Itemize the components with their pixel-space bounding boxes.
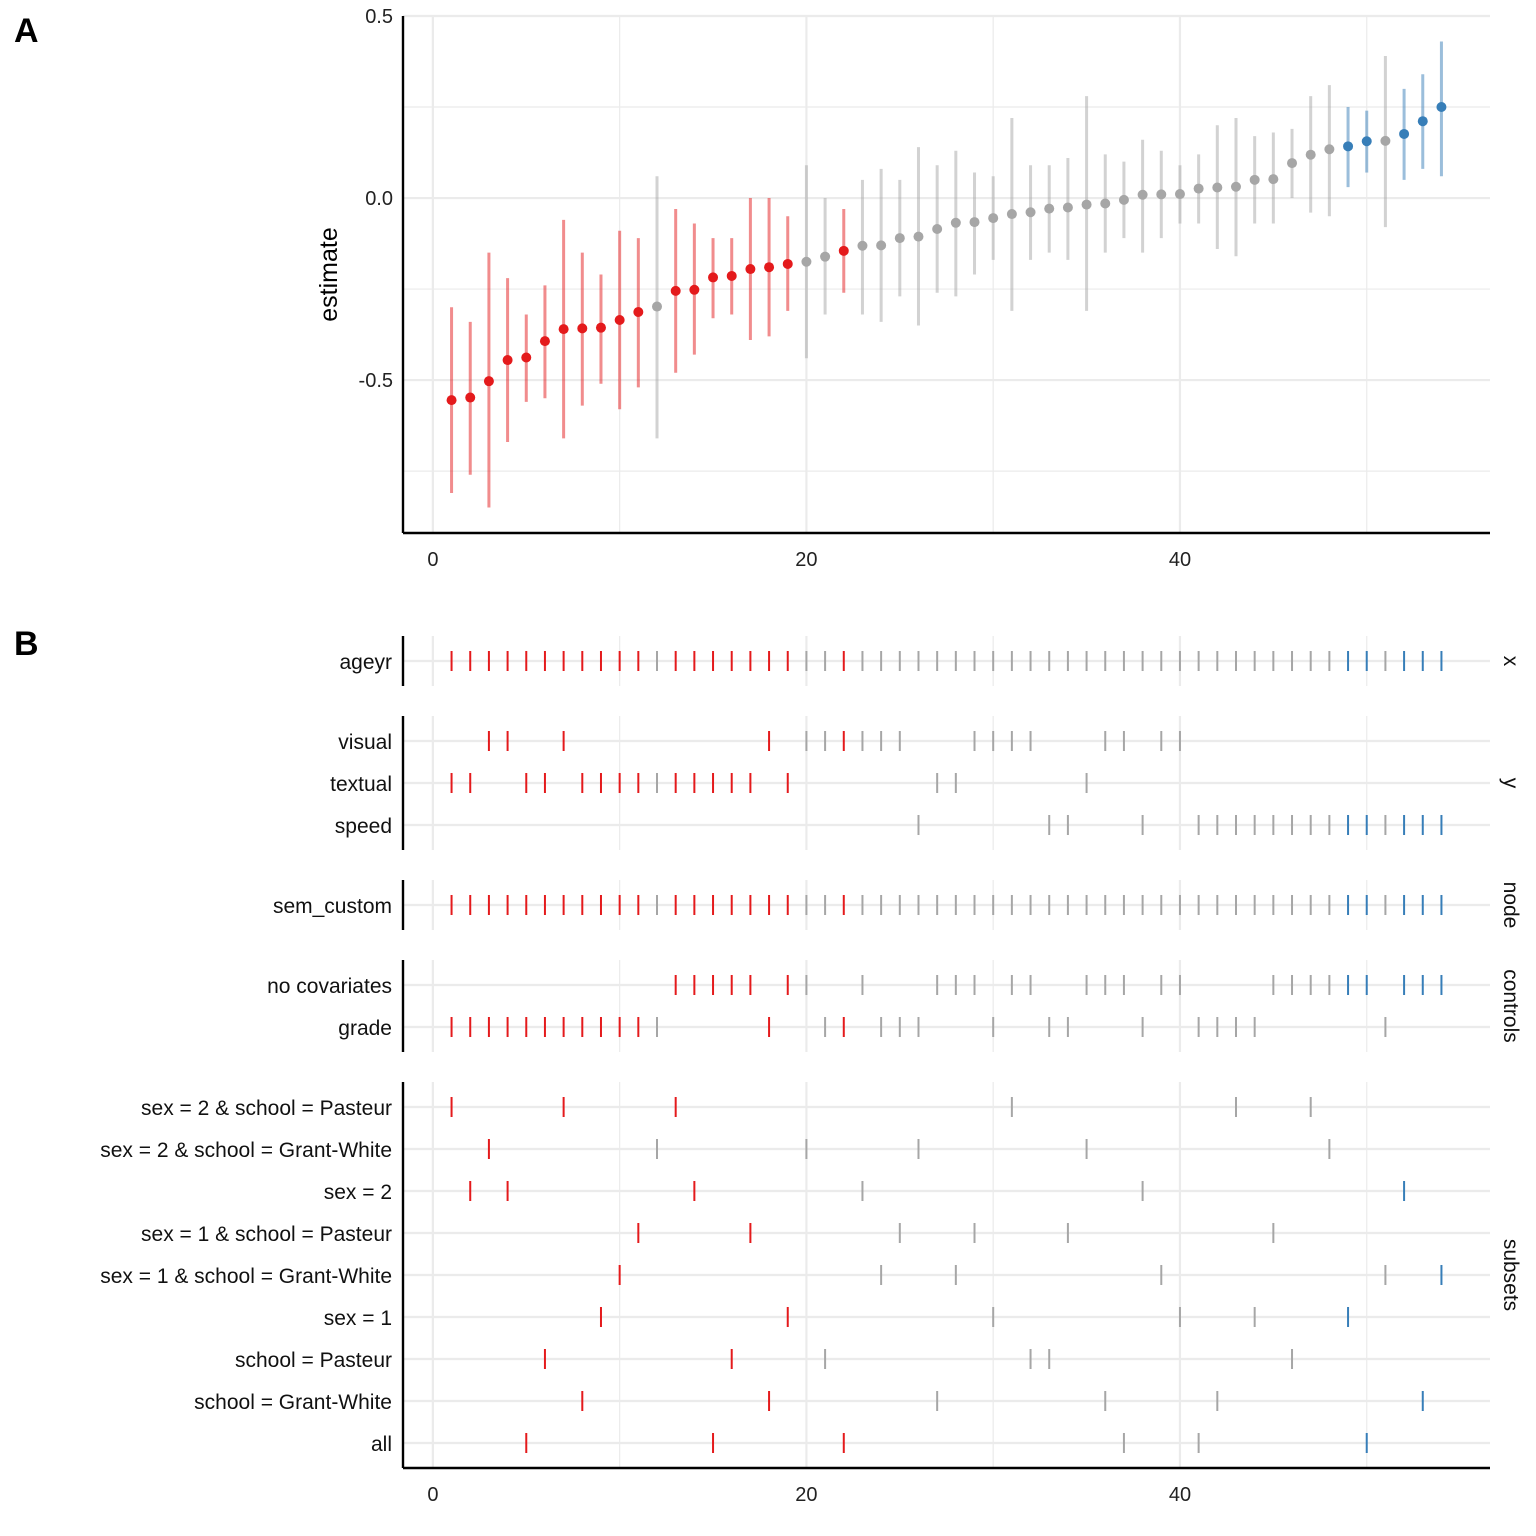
estimate-point — [1249, 174, 1260, 185]
row-label: no covariates — [267, 975, 392, 998]
x-tick-label: 40 — [1169, 549, 1191, 571]
estimate-point — [820, 251, 831, 262]
facet-strip-label: controls — [1499, 969, 1522, 1043]
estimate-point — [1230, 181, 1241, 192]
estimate-point — [614, 315, 625, 326]
estimate-point — [782, 258, 793, 269]
row-label: sem_custom — [273, 895, 392, 918]
y-tick-label: -0.5 — [359, 370, 393, 392]
facet-controls: no covariates grade controls — [267, 960, 1522, 1052]
facet-node: sem_custom node — [273, 880, 1522, 930]
estimate-point — [969, 217, 980, 228]
y-tick-label: 0.0 — [365, 188, 393, 210]
facet-x: ageyr x — [339, 636, 1522, 686]
facet-strip-label: x — [1499, 656, 1522, 667]
facet-strip-label: node — [1499, 882, 1522, 929]
estimate-point — [595, 322, 606, 333]
estimate-point — [913, 231, 924, 242]
row-label: ageyr — [339, 651, 392, 674]
facet-y: visual textual speed y — [330, 716, 1522, 850]
estimate-point — [1212, 182, 1223, 193]
estimate-point — [1081, 199, 1092, 210]
estimate-point — [1324, 144, 1335, 155]
row-label: sex = 2 & school = Pasteur — [141, 1097, 392, 1120]
estimate-point — [1025, 207, 1036, 218]
estimate-point — [1044, 203, 1055, 214]
estimate-point — [838, 245, 849, 256]
y-axis-label: estimate — [315, 227, 343, 321]
estimate-point — [1100, 198, 1111, 209]
estimate-point — [1137, 189, 1148, 200]
estimate-point — [1417, 116, 1428, 127]
row-label: sex = 1 & school = Grant-White — [100, 1265, 392, 1288]
panel-a-label: A — [14, 12, 39, 50]
facet-strip-label: y — [1499, 778, 1522, 789]
row-label: textual — [330, 773, 392, 796]
estimate-point — [1062, 202, 1073, 213]
estimate-point — [539, 336, 550, 347]
estimate-point — [1193, 183, 1204, 194]
estimate-point — [1343, 141, 1354, 152]
estimate-point — [1287, 158, 1298, 169]
row-label: sex = 2 & school = Grant-White — [100, 1139, 392, 1162]
row-label: school = Pasteur — [235, 1349, 392, 1372]
estimate-point — [446, 395, 457, 406]
x-tick-label: 0 — [427, 1484, 438, 1506]
y-tick-label: 0.5 — [365, 6, 393, 28]
row-label: sex = 2 — [324, 1181, 392, 1204]
estimate-point — [521, 352, 532, 363]
estimate-point — [1380, 135, 1391, 146]
facet-subsets: sex = 2 & school = Pasteur sex = 2 & scho… — [100, 1082, 1522, 1468]
estimate-point — [1305, 149, 1316, 160]
estimate-point — [708, 272, 719, 283]
estimate-point — [1006, 209, 1017, 220]
estimate-point — [633, 307, 644, 318]
estimate-point — [726, 270, 737, 281]
row-label: all — [371, 1433, 392, 1456]
x-tick-label: 20 — [795, 1484, 817, 1506]
estimate-point — [1436, 102, 1447, 113]
estimate-point — [465, 392, 476, 403]
row-label: sex = 1 — [324, 1307, 392, 1330]
estimate-point — [670, 285, 681, 296]
estimate-point — [857, 240, 868, 251]
estimate-point — [1156, 189, 1167, 200]
x-tick-label: 20 — [795, 549, 817, 571]
estimate-point — [502, 355, 513, 366]
estimate-point — [932, 223, 943, 234]
row-label: sex = 1 & school = Pasteur — [141, 1223, 392, 1246]
estimate-point — [764, 262, 775, 273]
estimate-point — [1118, 194, 1129, 205]
facet-strip-label: subsets — [1499, 1239, 1522, 1311]
estimate-point — [1361, 136, 1372, 147]
estimate-point — [652, 301, 663, 312]
panel-a-estimate-plot: 0.5 0.0 -0.5 0 20 40 estimate — [315, 6, 1490, 571]
estimate-point — [577, 323, 588, 334]
estimate-point — [950, 217, 961, 228]
row-label: visual — [338, 731, 392, 754]
estimate-point — [745, 264, 756, 275]
estimate-point — [801, 256, 812, 267]
x-tick-label: 40 — [1169, 1484, 1191, 1506]
estimate-point — [558, 324, 569, 335]
panel-b-label: B — [14, 625, 39, 663]
estimate-point — [689, 284, 700, 295]
estimate-point — [894, 233, 905, 244]
row-label: speed — [335, 815, 392, 838]
estimate-point — [1268, 174, 1279, 185]
panel-b-specification-table: ageyr x visual textual speed y sem_custom node n… — [100, 636, 1522, 1506]
estimate-point — [1174, 189, 1185, 200]
estimate-point — [988, 213, 999, 224]
estimate-point — [483, 376, 494, 387]
estimate-point — [1399, 128, 1410, 139]
row-label: school = Grant-White — [194, 1391, 392, 1414]
row-label: grade — [338, 1017, 392, 1040]
x-tick-label: 0 — [427, 549, 438, 571]
estimate-point — [876, 240, 887, 251]
